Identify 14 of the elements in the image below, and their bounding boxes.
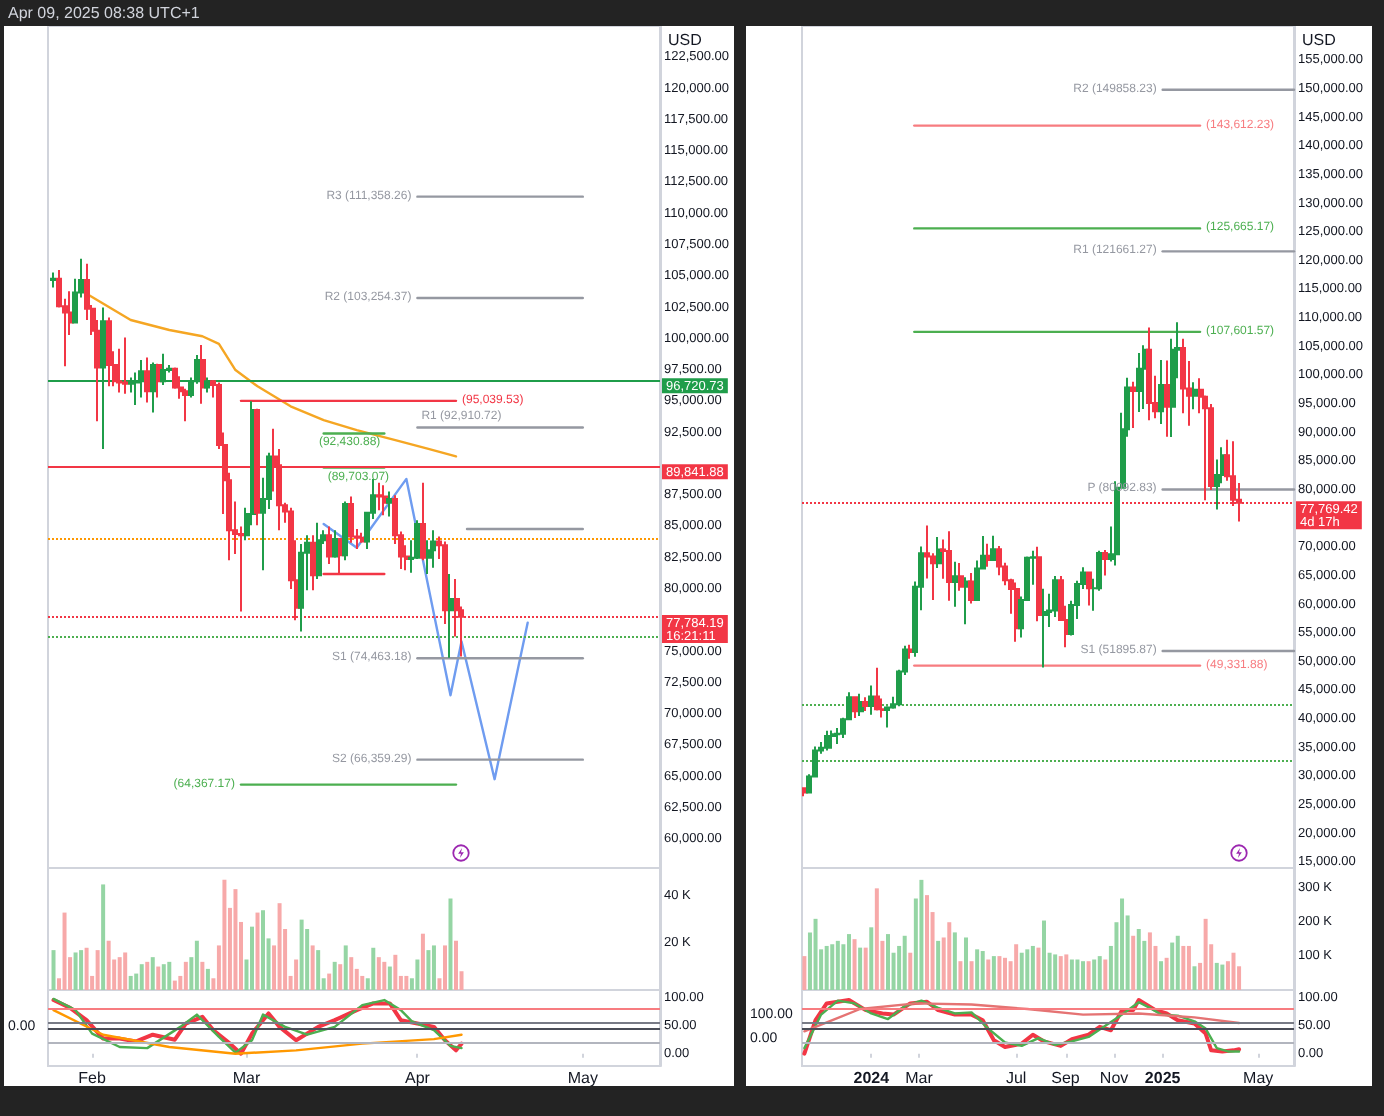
x-tick-label: Nov [1099, 1069, 1129, 1087]
x-tick-label: Mar [905, 1069, 934, 1087]
x-tick-label: Apr [404, 1069, 431, 1087]
x-tick-label: Jul [1005, 1069, 1027, 1087]
x-tick-label: May [1243, 1069, 1274, 1087]
x-tick-label: May [567, 1069, 598, 1087]
x-tick-label: Sep [1051, 1069, 1081, 1087]
text: Apr 09, 2025 08:38 UTC+1 [8, 2, 200, 24]
x-tick-label: 2025 [1144, 1069, 1182, 1087]
y-axis-title: USD [668, 31, 703, 49]
x-tick-label: Mar [232, 1069, 261, 1087]
x-tick-label: 2024 [853, 1069, 891, 1087]
y-axis-title: USD [1302, 31, 1337, 49]
x-tick-label: Feb [78, 1069, 107, 1087]
